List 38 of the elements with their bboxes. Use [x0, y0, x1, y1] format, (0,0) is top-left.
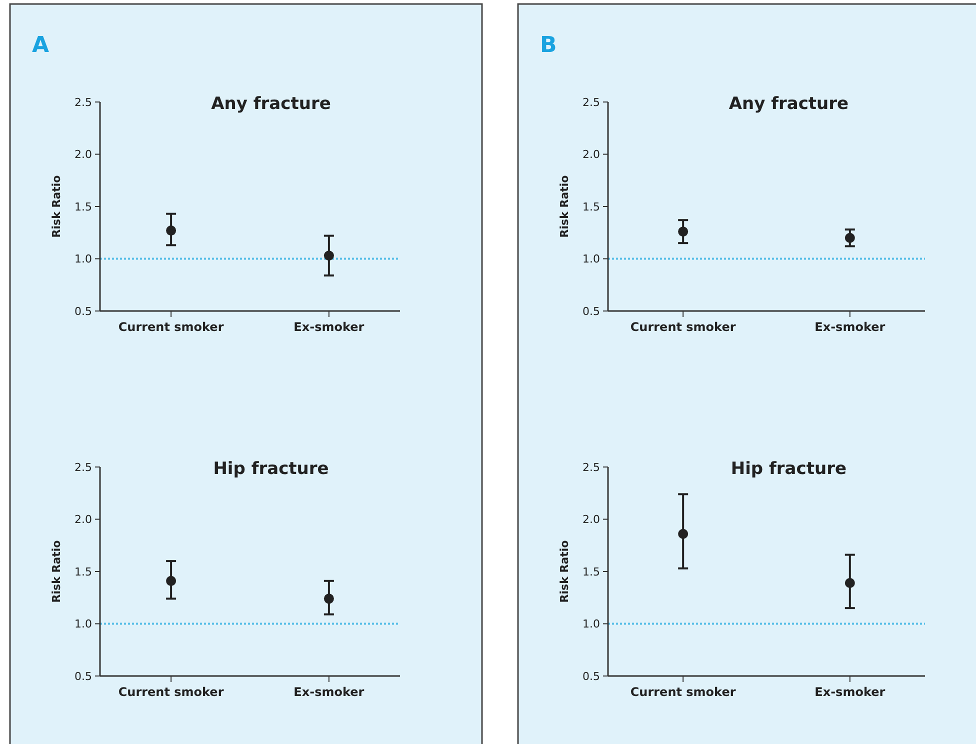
y-tick-label: 2.0 [74, 513, 92, 526]
y-tick-label: 2.0 [582, 513, 600, 526]
y-tick-label: 0.5 [74, 304, 92, 318]
x-tick-label: Current smoker [630, 685, 736, 699]
y-tick-label: 0.5 [74, 670, 92, 683]
y-tick-label: 2.0 [74, 148, 92, 162]
y-tick-label: 2.5 [582, 96, 600, 109]
y-axis-title: Risk Ratio [50, 174, 63, 238]
y-tick-label: 1.0 [74, 618, 92, 631]
chart-title: Hip fracture [213, 459, 329, 479]
y-tick-label: 0.5 [582, 670, 600, 683]
y-tick-label: 1.0 [74, 252, 92, 266]
chart-title: Hip fracture [730, 459, 847, 479]
y-axis-title: Risk Ratio [50, 540, 63, 603]
y-tick-label: 1.5 [582, 200, 600, 214]
y-tick-label: 2.5 [74, 96, 92, 109]
x-tick-label: Ex-smoker [814, 685, 886, 699]
y-tick-label: 1.5 [74, 200, 92, 214]
y-tick-label: 1.5 [582, 565, 600, 578]
chart-title: Any fracture [728, 94, 849, 114]
x-tick-label: Current smoker [118, 685, 224, 699]
y-axis-title: Risk Ratio [558, 174, 571, 238]
y-tick-label: 0.5 [582, 304, 600, 318]
chart-title: Any fracture [211, 94, 331, 114]
x-tick-label: Current smoker [630, 320, 736, 334]
y-tick-label: 1.0 [582, 618, 600, 631]
y-tick-label: 2.5 [74, 460, 92, 474]
text: B [540, 33, 557, 58]
x-tick-label: Current smoker [118, 320, 224, 334]
y-tick-label: 1.5 [74, 565, 92, 578]
x-tick-label: Ex-smoker [294, 320, 364, 334]
y-tick-label: 2.5 [582, 460, 600, 474]
x-tick-label: Ex-smoker [294, 685, 364, 699]
y-tick-label: 2.0 [582, 148, 600, 162]
text: A [32, 33, 50, 58]
y-axis-title: Risk Ratio [558, 540, 571, 603]
x-tick-label: Ex-smoker [814, 320, 886, 334]
y-tick-label: 1.0 [582, 252, 600, 266]
